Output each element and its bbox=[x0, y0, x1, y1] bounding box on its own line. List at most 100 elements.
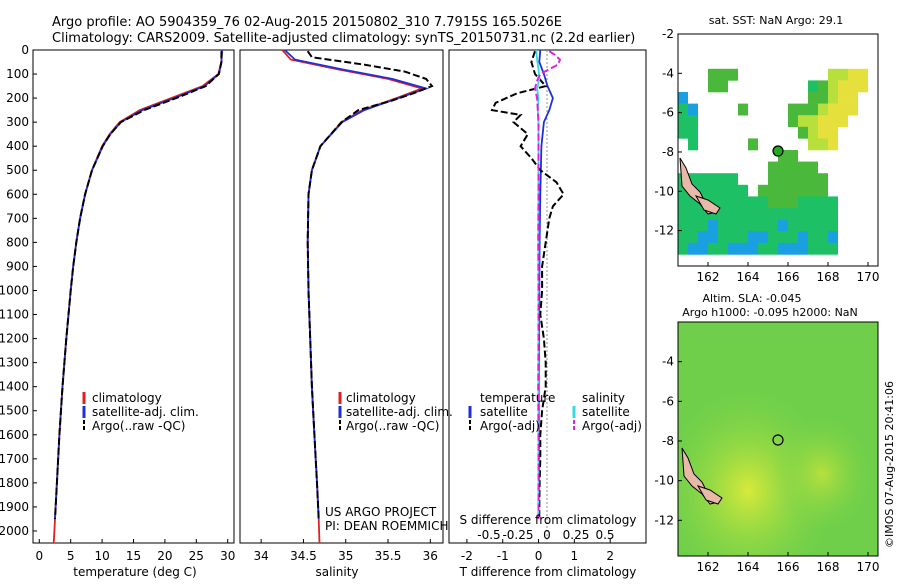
sst-cell bbox=[708, 173, 718, 186]
depth-tick-label: 1100 bbox=[0, 308, 29, 322]
sst-cell bbox=[848, 68, 858, 81]
sst-cell bbox=[768, 208, 778, 220]
sst-cell bbox=[688, 231, 698, 244]
x2-tick-label: 0 bbox=[543, 528, 551, 542]
sst-cell bbox=[688, 126, 698, 139]
sst-cell bbox=[788, 150, 798, 162]
sst-cell bbox=[728, 184, 738, 197]
difference-panel: -2 -1 0 1 2 T difference from climatology S … bbox=[448, 49, 647, 579]
map-y-tick-label: -10 bbox=[654, 474, 674, 488]
map-y-tick-label: -12 bbox=[654, 224, 674, 238]
x2-tick-label: 0.25 bbox=[563, 528, 590, 542]
legend-t-satellite: satellite bbox=[480, 405, 528, 419]
sst-cell bbox=[728, 242, 738, 255]
difference-axes-frame bbox=[448, 49, 647, 544]
sst-cell bbox=[808, 92, 818, 104]
sst-cell bbox=[828, 219, 838, 232]
sst-cell bbox=[688, 103, 698, 116]
sst-cell bbox=[788, 161, 798, 174]
sst-cell bbox=[698, 219, 708, 232]
map-x-tick-label: 166 bbox=[777, 560, 800, 574]
sst-cell bbox=[808, 80, 818, 93]
depth-tick-label: 1800 bbox=[0, 476, 29, 490]
sst-cell bbox=[788, 103, 798, 116]
sst-cell bbox=[738, 219, 748, 232]
sst-cell bbox=[728, 219, 738, 232]
map-x-tick-label: 162 bbox=[697, 270, 720, 284]
depth-tick-label: 1700 bbox=[0, 452, 29, 466]
coastline bbox=[679, 157, 721, 215]
sst-cell bbox=[838, 103, 848, 116]
sst-cell bbox=[748, 196, 758, 209]
sla-high-anomaly-east bbox=[678, 322, 878, 556]
sst-cell bbox=[778, 173, 788, 186]
sst-map-title: sat. SST: NaN Argo: 29.1 bbox=[709, 14, 843, 27]
sst-cell bbox=[818, 242, 828, 255]
map-y-tick-label: -4 bbox=[662, 355, 674, 369]
sst-cell bbox=[838, 92, 848, 104]
sst-cell bbox=[748, 208, 758, 220]
credit-pi: PI: DEAN ROEMMICH bbox=[325, 519, 448, 533]
x-tick-label: 20 bbox=[157, 549, 172, 563]
sst-cell bbox=[678, 242, 688, 255]
sst-cell bbox=[828, 68, 838, 81]
sst-cell bbox=[808, 138, 818, 151]
sst-cell bbox=[818, 103, 828, 116]
sst-cell bbox=[828, 80, 838, 93]
depth-tick-label: 1400 bbox=[0, 380, 29, 394]
sla-map-title-line2: Argo h1000: -0.095 h2000: NaN bbox=[682, 306, 858, 319]
sst-cell bbox=[718, 80, 728, 93]
x-tick-label: 0 bbox=[535, 549, 543, 563]
legend-t-argo: Argo(-adj) bbox=[480, 419, 540, 433]
x2-tick-label: 0.5 bbox=[595, 528, 614, 542]
sst-cell bbox=[688, 138, 698, 151]
map-x-tick-label: 162 bbox=[697, 560, 720, 574]
x2-tick-label: -0.25 bbox=[502, 528, 533, 542]
sst-cell bbox=[788, 184, 798, 197]
sst-cell bbox=[728, 68, 738, 81]
sla-map-panel: Altim. SLA: -0.045 Argo h1000: -0.095 h2… bbox=[654, 292, 879, 574]
sst-cell bbox=[738, 103, 748, 116]
sst-cell bbox=[768, 231, 778, 244]
map-x-tick-label: 164 bbox=[737, 560, 760, 574]
sst-cell bbox=[768, 161, 778, 174]
sst-cell bbox=[828, 242, 838, 255]
sst-cell bbox=[768, 242, 778, 255]
x-tick-label: -2 bbox=[461, 549, 473, 563]
sst-cell bbox=[808, 103, 818, 116]
depth-tick-label: 1200 bbox=[0, 332, 29, 346]
figure-title-line2: Climatology: CARS2009. Satellite-adjuste… bbox=[52, 31, 635, 46]
map-y-tick-label: -6 bbox=[662, 394, 674, 408]
sst-map-panel: sat. SST: NaN Argo: 29.1 162 164 166 168 170… bbox=[654, 14, 879, 284]
sst-cell bbox=[788, 231, 798, 244]
sst-cell bbox=[788, 208, 798, 220]
x-tick-label: 10 bbox=[94, 549, 109, 563]
depth-tick-label: 400 bbox=[6, 139, 29, 153]
depth-tick-label: 1900 bbox=[0, 500, 29, 514]
difference-legend: temperature satellite Argo(-adj) salinit… bbox=[468, 391, 642, 433]
series-line-argo-raw-qc bbox=[306, 50, 434, 520]
map-y-tick-label: -2 bbox=[662, 27, 674, 41]
sst-cell bbox=[788, 242, 798, 255]
x-tick-label: 5 bbox=[67, 549, 75, 563]
map-y-tick-label: -12 bbox=[654, 513, 674, 527]
sst-cell bbox=[808, 231, 818, 244]
map-y-tick-label: -10 bbox=[654, 184, 674, 198]
map-y-tick-label: -8 bbox=[662, 434, 674, 448]
series-line-climatology bbox=[281, 49, 425, 544]
sst-cell bbox=[718, 184, 728, 197]
sst-cell bbox=[798, 184, 808, 197]
sst-cell bbox=[758, 242, 768, 255]
sst-cell bbox=[828, 138, 838, 151]
sst-cell bbox=[758, 219, 768, 232]
sst-cell bbox=[718, 231, 728, 244]
x2-tick-label: -0.5 bbox=[477, 528, 500, 542]
sst-cell bbox=[808, 219, 818, 232]
sst-cell bbox=[818, 126, 828, 139]
sst-cell bbox=[758, 196, 768, 209]
sst-cell bbox=[678, 219, 688, 232]
sst-cell bbox=[788, 115, 798, 128]
sst-cell bbox=[768, 219, 778, 232]
sst-cell bbox=[778, 184, 788, 197]
x-tick-label: 35.5 bbox=[375, 549, 402, 563]
